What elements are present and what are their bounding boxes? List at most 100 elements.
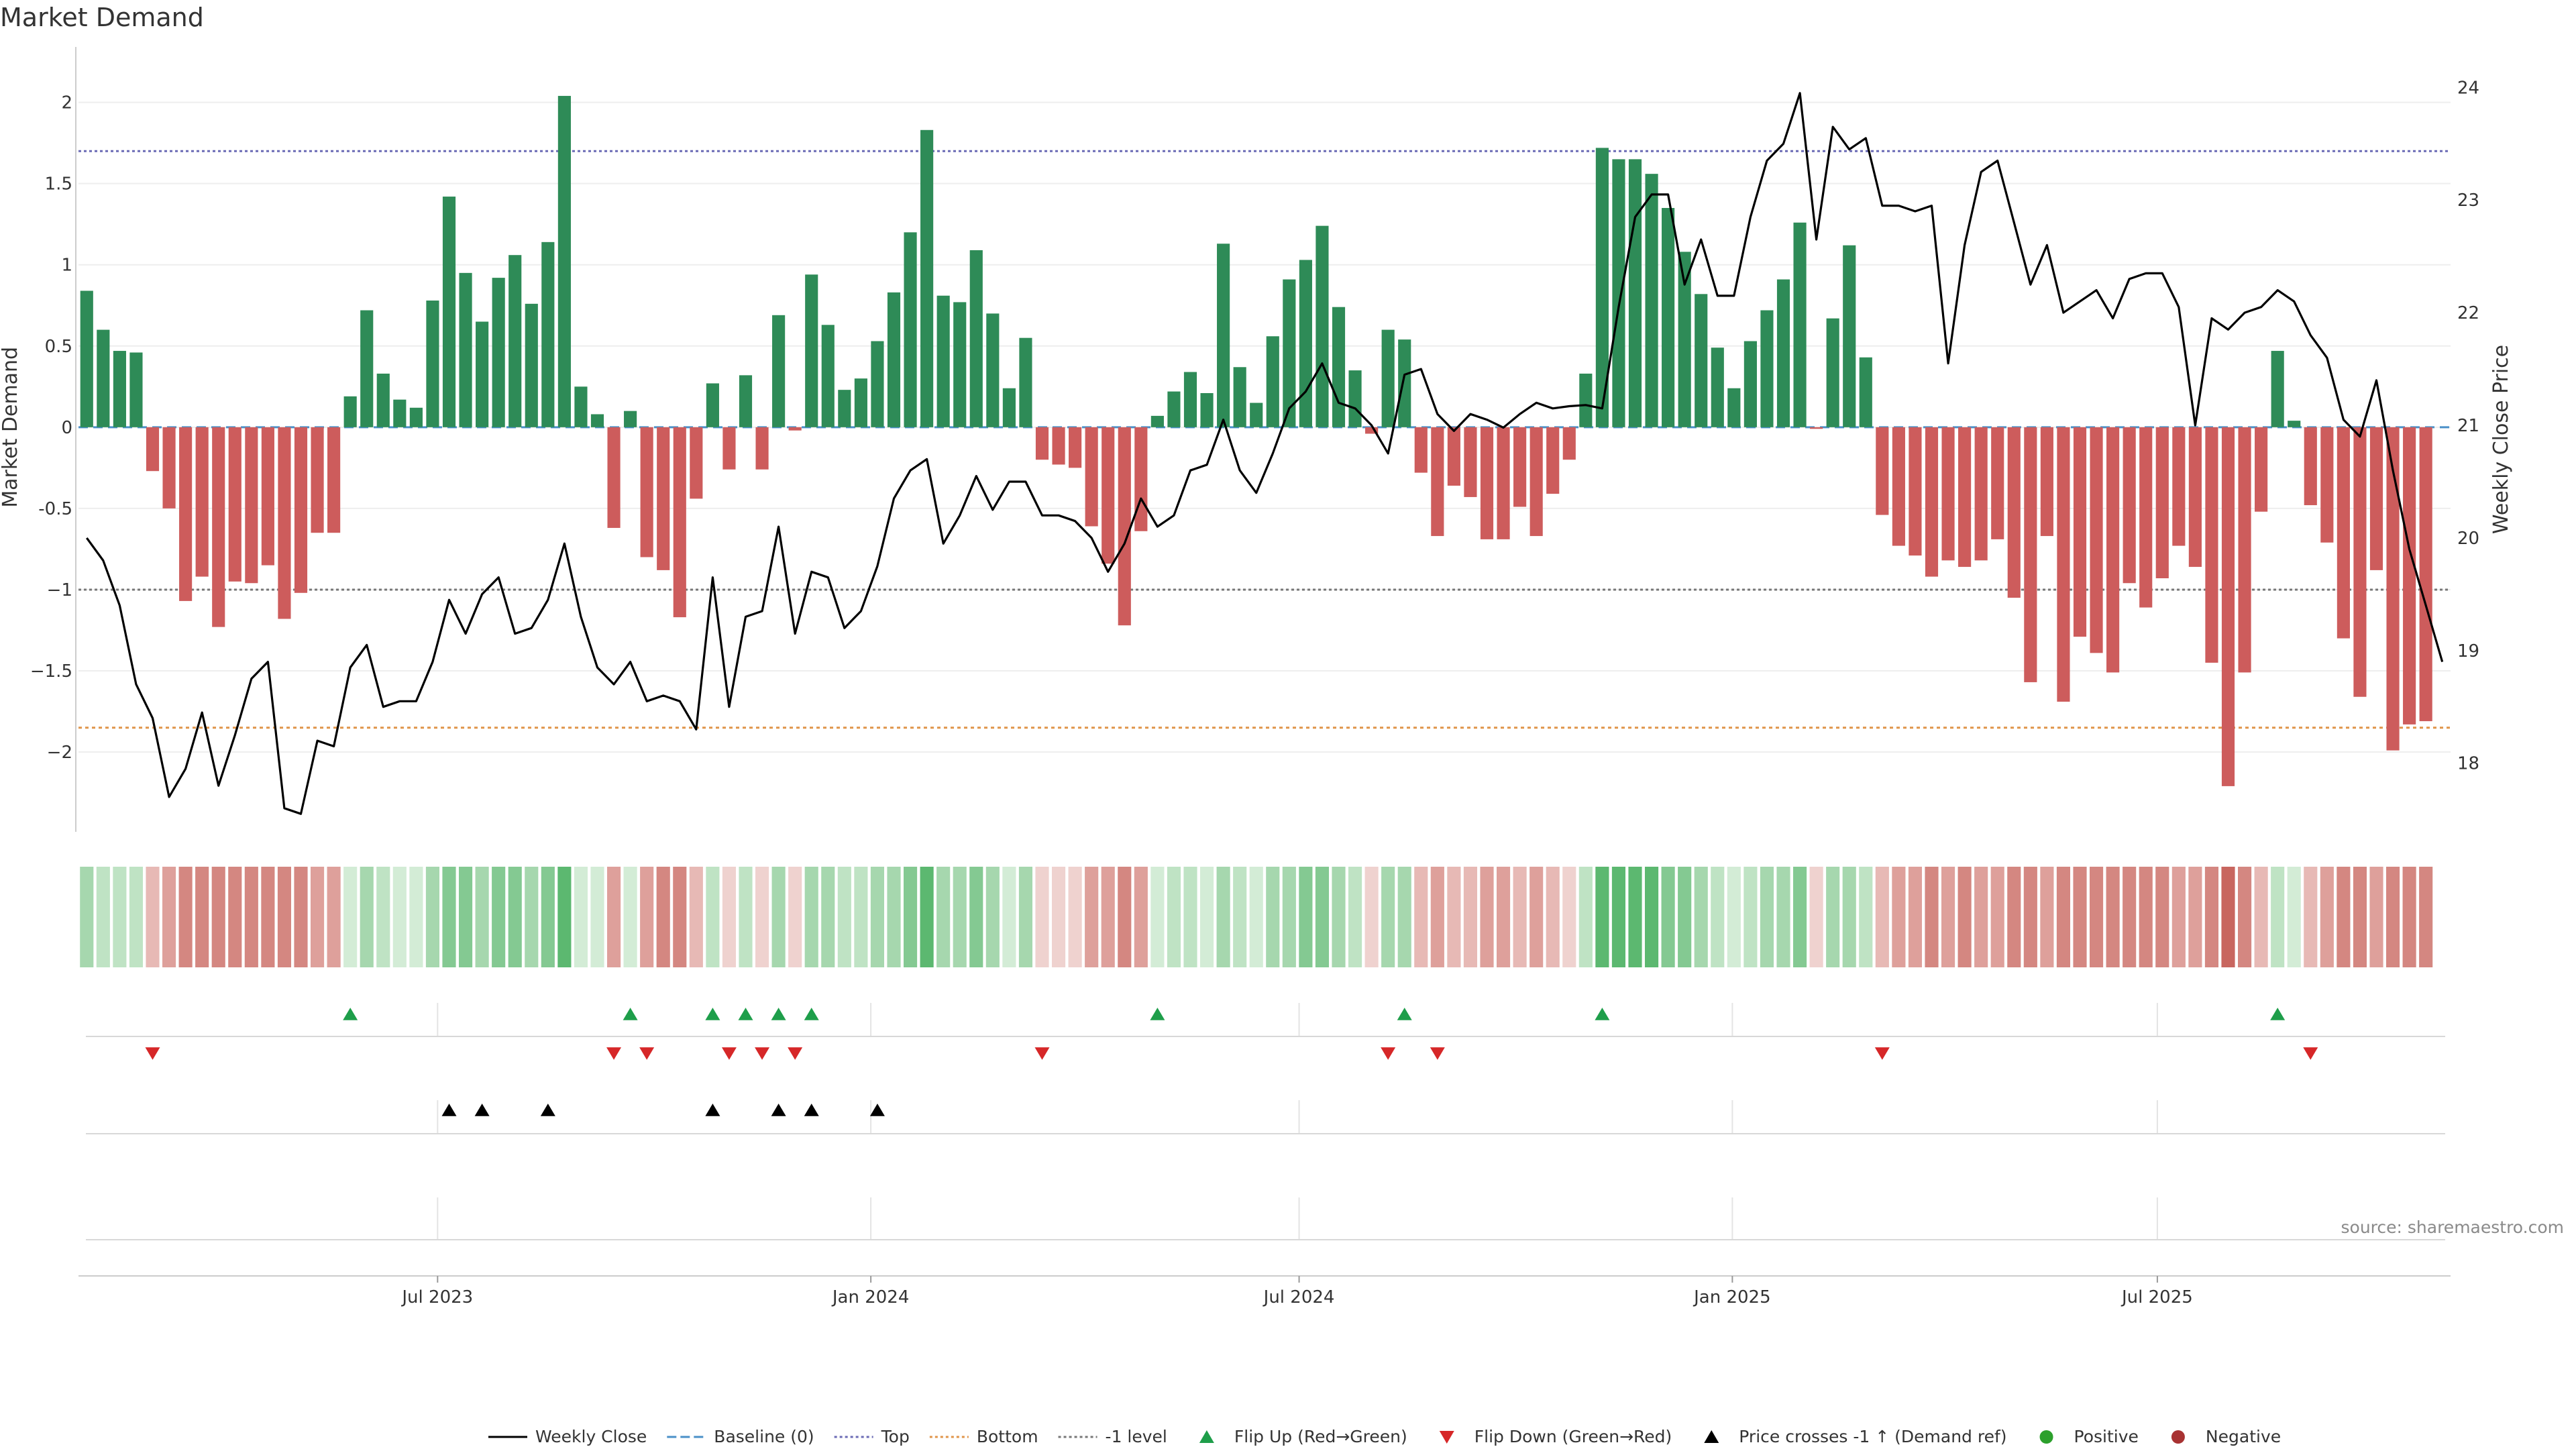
y-right-axis-title: Weekly Close Price [2489,345,2513,534]
y-right-tick-label: 19 [2457,641,2479,661]
demand-bar [2403,427,2416,724]
heat-cell [1562,867,1576,967]
weekly-close-series [86,92,2444,815]
demand-bar [2386,427,2400,751]
demand-bar [1217,244,1230,427]
legend-swatch-triangle [1704,1430,1719,1443]
heat-cell [606,867,621,967]
demand-bar [2073,427,2087,637]
demand-bar [1810,427,1823,429]
demand-bar [1628,159,1642,427]
demand-bar [1843,245,1856,427]
heat-cell [1743,867,1758,967]
flip-down-marker [721,1047,737,1060]
y-left-axis-title: Market Demand [0,347,22,508]
y-left-tick-label: 1 [61,256,72,276]
y-right-tick-label: 22 [2457,303,2479,323]
heat-cell [228,867,242,967]
heat-cell [1480,867,1494,967]
demand-heat-strip [80,867,2433,967]
flip-down-marker [2303,1047,2318,1060]
demand-bar [821,325,835,427]
heat-cell [146,867,160,967]
heat-cell [458,867,473,967]
demand-bar [722,427,736,470]
legend-item: Price crosses -1 ↑ (Demand ref) [1704,1427,2007,1446]
demand-bar [459,272,472,427]
heat-cell [1282,867,1296,967]
legend-item: Bottom [929,1427,1038,1446]
demand-bar [1727,388,1741,427]
demand-bar [508,255,522,427]
demand-bar [2123,427,2136,584]
demand-bar [2419,427,2432,722]
heat-cell [1974,867,1988,967]
demand-bar [2238,427,2251,673]
demand-bar [1612,159,1625,427]
demand-bar [1052,427,1065,465]
demand-bar [1233,367,1246,427]
heat-cell [788,867,802,967]
legend-label: Bottom [977,1427,1038,1446]
heat-cell [1792,867,1807,967]
demand-bar [2337,427,2350,639]
demand-bar [492,278,505,427]
heat-cell [903,867,918,967]
x-tick-label: Jul 2025 [2121,1287,2193,1307]
heat-cell [969,867,983,967]
heat-cell [1266,867,1280,967]
heat-cell [1628,867,1642,967]
demand-bar [706,383,719,427]
demand-bar [2320,427,2334,543]
demand-bar [1283,279,1296,427]
heat-cell [1776,867,1790,967]
demand-bar [1776,279,1790,427]
heat-cell [1035,867,1049,967]
demand-bar [739,375,753,427]
demand-bar [1431,427,1444,537]
demand-bar [1678,252,1691,427]
demand-bar [2221,427,2235,786]
demand-bar [2255,427,2268,512]
demand-bar [129,352,143,427]
heat-cell [2304,867,2318,967]
y-right-tick-label: 23 [2457,191,2479,211]
heat-cell [1711,867,1725,967]
y-right-tick-label: 21 [2457,416,2479,436]
flip-up-marker [343,1008,358,1020]
legend-swatch-dot [2039,1430,2053,1444]
demand-bar [1974,427,1988,561]
demand-bar [2040,427,2053,537]
demand-bar [146,427,160,472]
heat-cell [1447,867,1461,967]
demand-bar [574,386,588,427]
demand-bar [1102,427,1115,564]
heat-cell [1233,867,1247,967]
price-cross-marker [771,1104,786,1116]
demand-bar [772,315,786,427]
heat-cell [1941,867,1955,967]
demand-bar [871,341,884,427]
demand-bar [887,292,901,427]
y-left-tick-label: -0.5 [38,499,72,519]
heat-cell [590,867,604,967]
heat-cell [1315,867,1330,967]
y-right-tick-label: 20 [2457,529,2479,549]
heat-cell [1199,867,1214,967]
demand-bar [1529,427,1543,537]
demand-bar [1941,427,1955,561]
legend-item: Positive [2039,1427,2139,1446]
demand-bar [1562,427,1576,460]
event-panels [86,1003,2445,1240]
demand-bar [969,250,983,427]
flip-up-marker [1150,1008,1165,1020]
axes: 2 1.5 1 0.5 0 -0.5 −1 −1.5 −2 24 23 22 21 20 19 18 Marke… [0,47,2513,832]
heat-cell [541,867,555,967]
heat-cell [80,867,94,967]
heat-cell [2320,867,2334,967]
legend-label: Flip Up (Red→Green) [1234,1427,1407,1446]
demand-bar [657,427,670,570]
legend-label: Negative [2206,1427,2281,1446]
heat-cell [277,867,292,967]
flip-up-marker [771,1008,786,1020]
